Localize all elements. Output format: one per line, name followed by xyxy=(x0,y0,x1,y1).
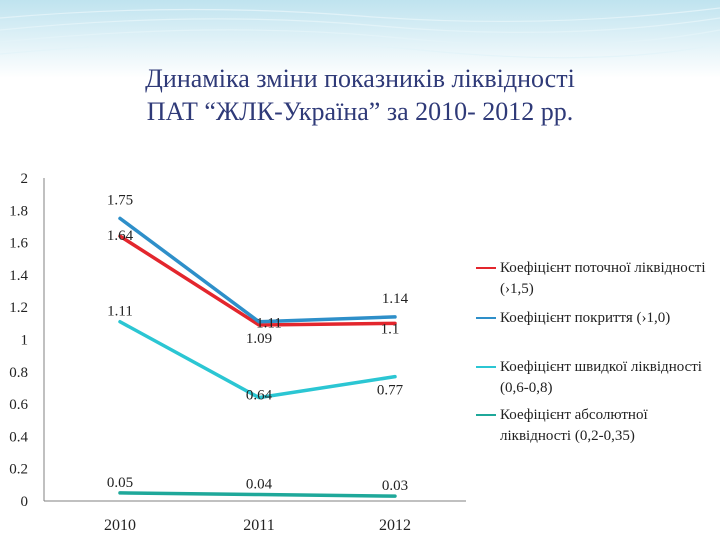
legend-item: Коефіцієнт покриття (›1,0) xyxy=(476,308,715,329)
series-line xyxy=(118,234,397,327)
data-label: 1.1 xyxy=(381,321,400,337)
data-label: 1.14 xyxy=(382,291,409,307)
liquidity-line-chart: 0 0.2 0.4 0.6 0.8 1 1.2 1.4 1.6 1.8 2 2010 2011 2012… xyxy=(9,171,466,534)
data-label: 1.09 xyxy=(246,331,272,347)
y-tick-label: 1.8 xyxy=(9,203,28,219)
y-tick-label: 1.2 xyxy=(9,300,28,316)
legend-item: Коефіцієнт абсолютної ліквідності (0,2-0… xyxy=(476,405,715,447)
y-tick-label: 0.6 xyxy=(9,397,28,413)
header-banner xyxy=(0,0,720,78)
series-line xyxy=(118,216,397,324)
series-line xyxy=(118,491,397,498)
x-tick-label: 2012 xyxy=(379,517,411,534)
page-title: Динаміка зміни показників ліквідності ПА… xyxy=(60,62,660,128)
y-tick-label: 0 xyxy=(21,494,29,510)
data-label: 0.04 xyxy=(246,477,273,493)
legend-swatch xyxy=(476,317,496,319)
legend-label: Коефіцієнт швидкої ліквідності (0,6-0,8) xyxy=(500,359,702,396)
legend-label: Коефіцієнт абсолютної ліквідності (0,2-0… xyxy=(500,407,648,444)
data-label: 0.64 xyxy=(246,388,273,404)
legend-item: Коефіцієнт поточної ліквідності (›1,5) xyxy=(476,258,715,300)
y-tick-label: 2 xyxy=(21,171,29,187)
data-label: 0.77 xyxy=(377,383,404,399)
y-tick-label: 1.4 xyxy=(9,268,28,284)
y-tick-label: 0.4 xyxy=(9,429,28,445)
legend-swatch xyxy=(476,267,496,269)
data-label: 1.75 xyxy=(107,192,133,208)
x-tick-label: 2011 xyxy=(243,517,274,534)
series-line xyxy=(118,319,397,400)
data-label: 0.03 xyxy=(382,478,408,494)
title-line-2: ПАТ “ЖЛК-Україна” за 2010- 2012 рр. xyxy=(146,97,574,126)
y-tick-label: 0.2 xyxy=(9,462,28,478)
legend-label: Коефіцієнт покриття (›1,0) xyxy=(500,310,671,326)
x-tick-label: 2010 xyxy=(104,517,136,534)
legend-swatch xyxy=(476,414,496,416)
title-line-1: Динаміка зміни показників ліквідності xyxy=(145,64,575,93)
legend-label: Коефіцієнт поточної ліквідності (›1,5) xyxy=(500,260,706,297)
legend-item: Коефіцієнт швидкої ліквідності (0,6-0,8) xyxy=(476,357,715,399)
data-label: 1.64 xyxy=(107,228,134,244)
data-label: 0.05 xyxy=(107,475,133,491)
legend-swatch xyxy=(476,366,496,368)
y-tick-label: 0.8 xyxy=(9,365,28,381)
y-tick-label: 1 xyxy=(21,333,29,349)
y-tick-label: 1.6 xyxy=(9,236,28,252)
data-label: 1.11 xyxy=(107,304,133,320)
data-label: 1.11 xyxy=(256,316,282,332)
